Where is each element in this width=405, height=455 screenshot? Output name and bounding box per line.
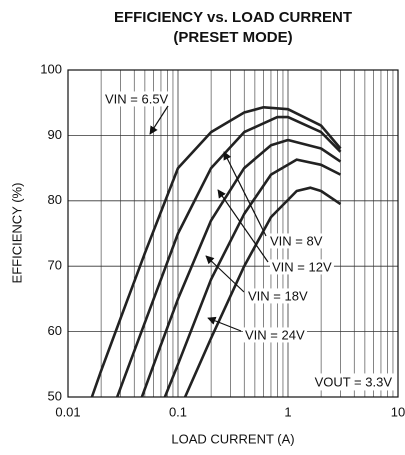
series-line	[163, 158, 342, 398]
series-line	[115, 115, 342, 398]
x-axis-label: LOAD CURRENT (A)	[171, 431, 294, 446]
label-arrow	[207, 316, 242, 332]
y-tick-label: 60	[48, 323, 62, 338]
series-label: VIN = 24V	[245, 327, 305, 342]
x-tick-label: 0.01	[55, 404, 80, 419]
annotation: VOUT = 3.3V	[315, 374, 393, 389]
chart-title: EFFICIENCY vs. LOAD CURRENT	[114, 9, 352, 26]
label-arrow	[205, 255, 245, 293]
plot-frame	[67, 69, 399, 398]
series-label: VIN = 6.5V	[105, 91, 169, 106]
label-bg	[103, 91, 171, 107]
series-label: VIN = 12V	[272, 259, 332, 274]
series-line	[140, 138, 342, 398]
series-line	[183, 186, 342, 398]
y-tick-label: 100	[40, 61, 62, 76]
series-label: VIN = 18V	[248, 288, 308, 303]
y-tick-label: 70	[48, 258, 62, 273]
annotation-bg	[311, 373, 396, 391]
y-axis-label: EFFICIENCY (%)	[9, 183, 24, 284]
x-tick-label: 10	[391, 404, 405, 419]
y-tick-label: 50	[48, 388, 62, 403]
series-line	[90, 106, 342, 398]
label-bg	[270, 259, 334, 275]
label-arrow	[149, 105, 169, 135]
x-tick-label: 1	[284, 404, 291, 419]
series-label: VIN = 8V	[270, 233, 323, 248]
label-bg	[243, 327, 307, 343]
x-tick-label: 0.1	[169, 404, 187, 419]
y-tick-label: 90	[48, 127, 62, 142]
label-arrow	[217, 189, 269, 263]
label-arrow	[223, 151, 267, 237]
chart-subtitle: (PRESET MODE)	[173, 29, 292, 46]
label-bg	[268, 233, 325, 249]
y-tick-label: 80	[48, 192, 62, 207]
label-bg	[246, 288, 310, 304]
